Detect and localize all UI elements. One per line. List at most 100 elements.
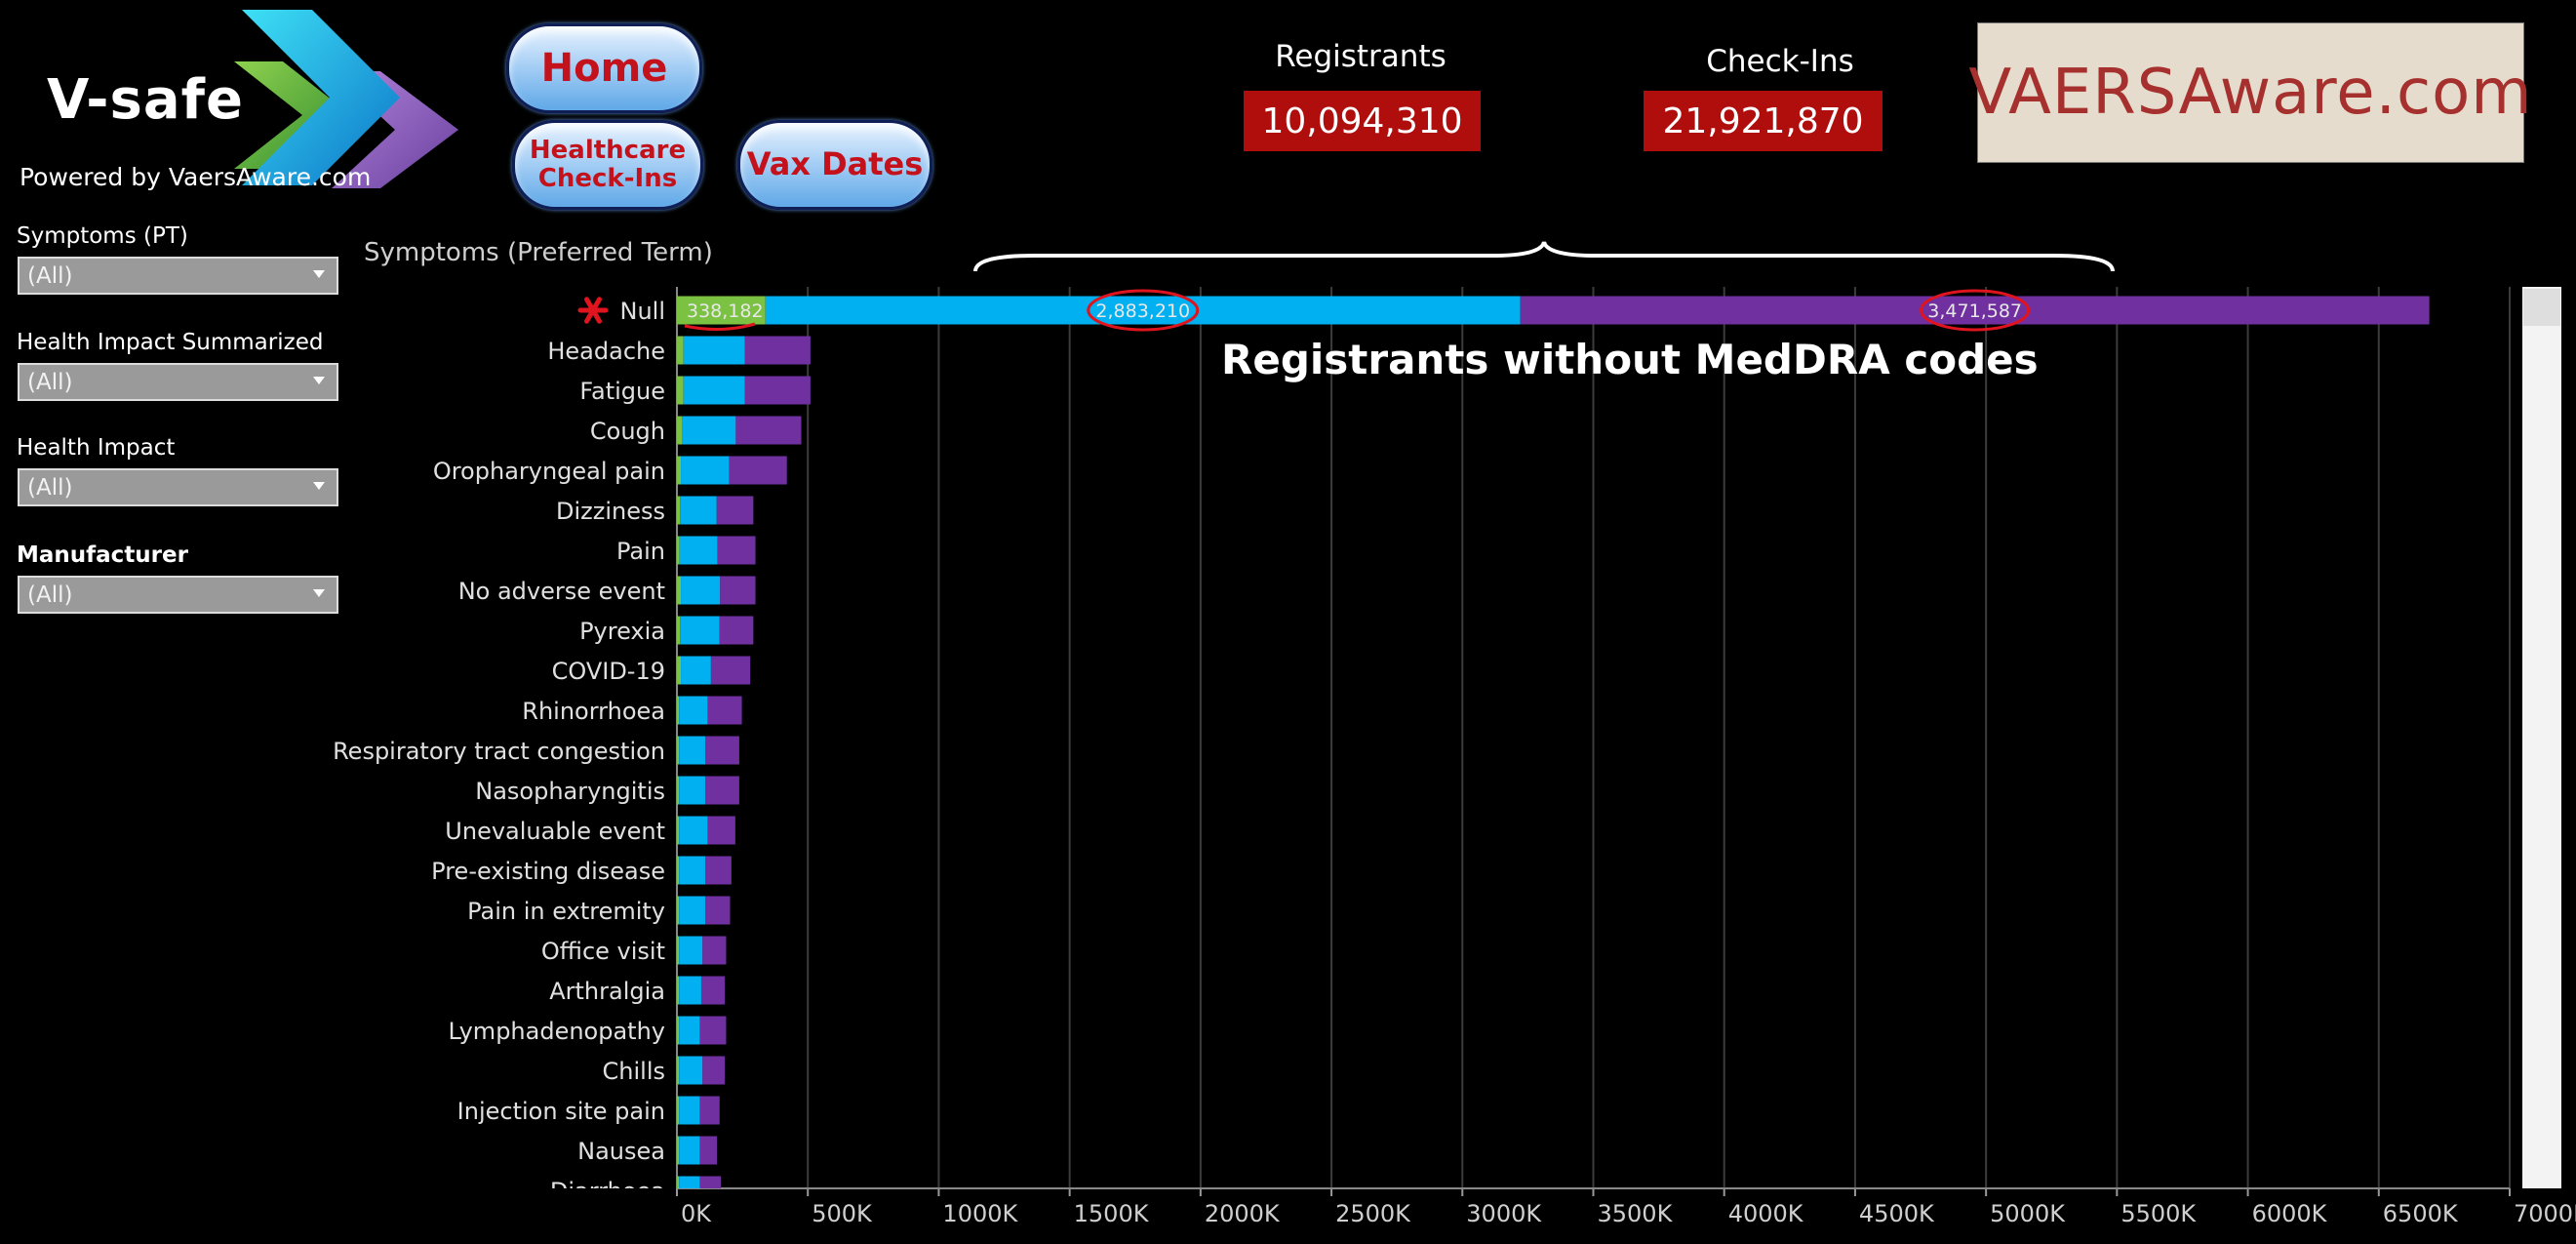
bar-segment[interactable] bbox=[679, 1176, 700, 1205]
bar-segment[interactable] bbox=[679, 936, 703, 965]
x-tick-label: 6000K bbox=[2252, 1200, 2328, 1227]
bar-segment[interactable] bbox=[716, 496, 754, 525]
bar-segment[interactable] bbox=[704, 856, 732, 885]
bar-segment[interactable] bbox=[679, 896, 705, 925]
bar-segment[interactable] bbox=[677, 536, 680, 565]
bar-segment[interactable] bbox=[679, 816, 708, 845]
bar-segment[interactable] bbox=[679, 776, 705, 805]
category-label: Oropharyngeal pain bbox=[433, 458, 665, 485]
bar-segment[interactable] bbox=[679, 976, 701, 1005]
checkins-label: Check-Ins bbox=[1706, 44, 1854, 79]
bar-segment[interactable] bbox=[677, 976, 680, 1005]
symptoms-filter-value: (All) bbox=[27, 262, 73, 289]
bar-segment[interactable] bbox=[677, 936, 680, 965]
bar-segment[interactable] bbox=[677, 416, 683, 445]
bar-segment[interactable] bbox=[677, 616, 681, 645]
bar-segment[interactable] bbox=[683, 336, 745, 365]
bar-segment[interactable] bbox=[699, 1096, 720, 1125]
bar-segment[interactable] bbox=[699, 1136, 718, 1165]
logo-title: V-safe bbox=[47, 68, 244, 132]
bar-segment[interactable] bbox=[677, 336, 684, 365]
bar-segment[interactable] bbox=[677, 1176, 680, 1205]
bar-segment[interactable] bbox=[702, 936, 727, 965]
bar-segment[interactable] bbox=[720, 576, 756, 605]
bar-segment[interactable] bbox=[735, 416, 802, 445]
bar-segment[interactable] bbox=[1520, 296, 2430, 325]
bar-segment[interactable] bbox=[704, 736, 739, 765]
bar-segment[interactable] bbox=[679, 536, 718, 565]
chart-scrollbar-thumb[interactable] bbox=[2523, 289, 2560, 326]
filter-label-manufacturer: Manufacturer bbox=[17, 542, 188, 568]
symptoms-filter-dropdown[interactable]: (All) bbox=[18, 257, 338, 295]
bar-segment[interactable] bbox=[679, 856, 705, 885]
category-label: Pain bbox=[616, 538, 665, 565]
health-impact-summarized-dropdown[interactable]: (All) bbox=[18, 363, 338, 401]
bar-segment[interactable] bbox=[683, 376, 745, 405]
bar-segment[interactable] bbox=[677, 1136, 680, 1165]
x-tick-label: 5500K bbox=[2120, 1200, 2197, 1227]
bar-segment[interactable] bbox=[717, 536, 756, 565]
bar-segment[interactable] bbox=[679, 1136, 700, 1165]
brace-icon bbox=[973, 241, 2115, 272]
bar-segment[interactable] bbox=[699, 1016, 727, 1045]
bar-segment[interactable] bbox=[681, 456, 730, 485]
manufacturer-dropdown[interactable]: (All) bbox=[18, 576, 338, 614]
bar-segment[interactable] bbox=[677, 656, 682, 685]
health-impact-dropdown[interactable]: (All) bbox=[18, 468, 338, 506]
bar-segment[interactable] bbox=[679, 1056, 703, 1085]
bar-segment[interactable] bbox=[680, 496, 717, 525]
bar-segment[interactable] bbox=[677, 696, 680, 725]
bar-segment[interactable] bbox=[677, 816, 680, 845]
bar-segment[interactable] bbox=[729, 456, 787, 485]
bar-segment[interactable] bbox=[679, 1096, 700, 1125]
bar-segment[interactable] bbox=[677, 576, 682, 605]
bar-segment[interactable] bbox=[677, 1096, 680, 1125]
vaersaware-brand-link[interactable]: VAERSAware.com bbox=[1968, 22, 2532, 163]
bar-segment[interactable] bbox=[677, 1016, 680, 1045]
bar-segment[interactable] bbox=[679, 696, 708, 725]
bar-segment[interactable] bbox=[699, 1176, 722, 1205]
bar-segment[interactable] bbox=[677, 296, 766, 325]
bar-segment[interactable] bbox=[679, 1016, 700, 1045]
data-label: 3,471,587 bbox=[1927, 301, 2022, 322]
bar-segment[interactable] bbox=[677, 856, 680, 885]
health-impact-value: (All) bbox=[27, 474, 73, 501]
filter-label-symptoms: Symptoms (PT) bbox=[17, 223, 188, 249]
bar-segment[interactable] bbox=[744, 376, 811, 405]
bar-segment[interactable] bbox=[680, 616, 720, 645]
bar-segment[interactable] bbox=[677, 896, 680, 925]
chart-scrollbar[interactable] bbox=[2522, 287, 2561, 1188]
bar-segment[interactable] bbox=[704, 896, 731, 925]
bar-segment[interactable] bbox=[681, 576, 721, 605]
bar-segment[interactable] bbox=[719, 616, 754, 645]
category-label: Cough bbox=[590, 418, 665, 445]
bar-segment[interactable] bbox=[744, 336, 811, 365]
bar-segment[interactable] bbox=[677, 1056, 680, 1085]
x-tick-label: 4500K bbox=[1859, 1200, 1935, 1227]
bar-segment[interactable] bbox=[707, 696, 742, 725]
healthcare-checkins-button[interactable]: Healthcare Check-Ins bbox=[512, 120, 703, 210]
dropdown-caret-icon bbox=[313, 377, 325, 384]
home-button[interactable]: Home bbox=[506, 23, 702, 113]
bar-segment[interactable] bbox=[681, 656, 711, 685]
category-label: Unevaluable event bbox=[445, 818, 665, 845]
bar-segment[interactable] bbox=[700, 976, 726, 1005]
category-label: Nasopharyngitis bbox=[475, 778, 665, 805]
bar-segment[interactable] bbox=[704, 776, 739, 805]
vax-dates-label: Vax Dates bbox=[746, 145, 924, 183]
bar-segment[interactable] bbox=[707, 816, 735, 845]
category-label: Lymphadenopathy bbox=[448, 1018, 665, 1045]
category-label: Pyrexia bbox=[579, 618, 665, 645]
vax-dates-button[interactable]: Vax Dates bbox=[737, 120, 932, 210]
bar-segment[interactable] bbox=[677, 736, 680, 765]
bar-segment[interactable] bbox=[679, 736, 705, 765]
bar-segment[interactable] bbox=[682, 416, 736, 445]
bar-segment[interactable] bbox=[677, 456, 682, 485]
bar-segment[interactable] bbox=[677, 496, 681, 525]
bar-segment[interactable] bbox=[677, 376, 684, 405]
data-label: 2,883,210 bbox=[1095, 301, 1190, 322]
bar-segment[interactable] bbox=[710, 656, 751, 685]
bar-segment[interactable] bbox=[702, 1056, 726, 1085]
bar-segment[interactable] bbox=[765, 296, 1521, 325]
bar-segment[interactable] bbox=[677, 776, 680, 805]
